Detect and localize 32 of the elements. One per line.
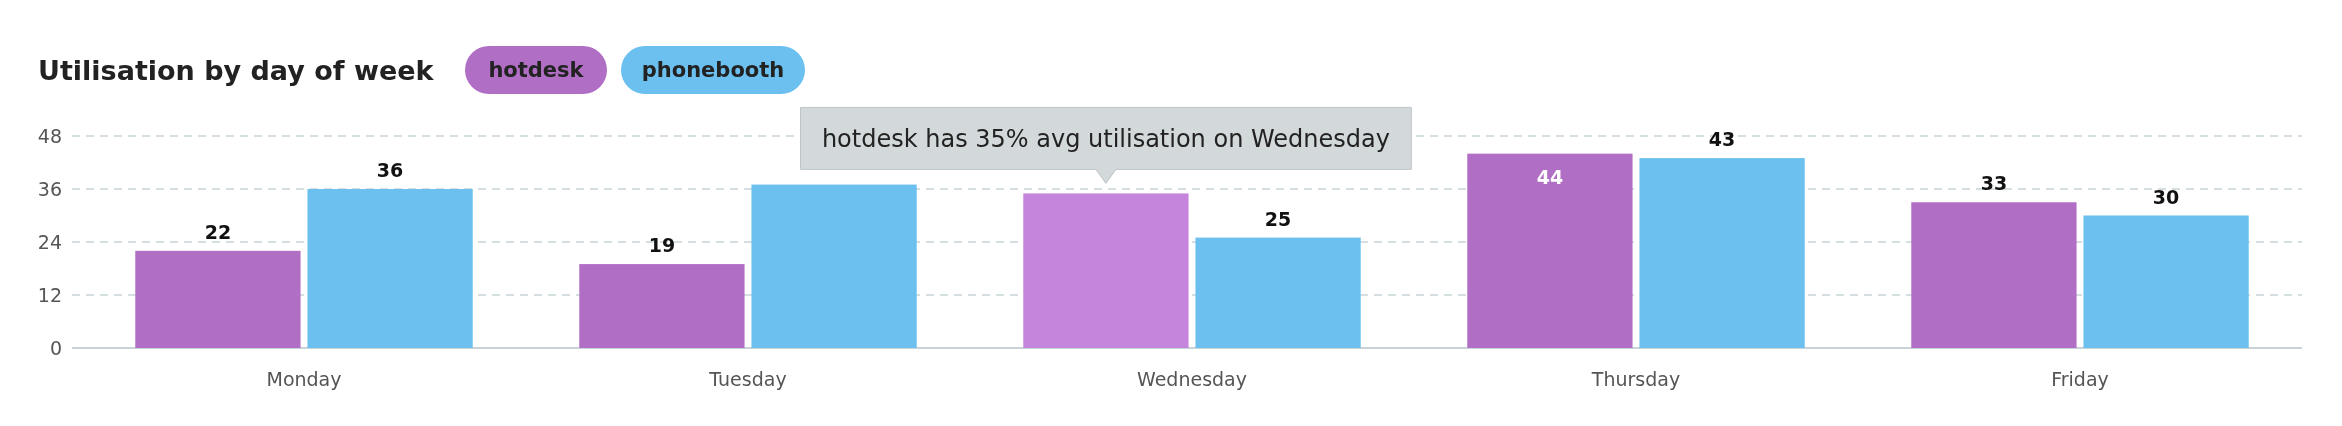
data-label: 19 xyxy=(648,234,676,257)
y-tick-label: 36 xyxy=(37,177,62,200)
x-tick-label: Monday xyxy=(266,368,342,390)
bar xyxy=(2083,215,2249,348)
y-tick-label: 12 xyxy=(37,283,62,306)
x-tick-label: Thursday xyxy=(1590,368,1681,390)
y-tick-label: 0 xyxy=(49,336,62,359)
data-label: 30 xyxy=(2152,185,2180,208)
y-tick-label: 24 xyxy=(37,230,62,253)
chart-title: Utilisation by day of week xyxy=(38,55,435,86)
x-tick-label: Friday xyxy=(2051,368,2109,390)
bar xyxy=(1911,202,2077,348)
bar xyxy=(1195,237,1361,348)
text: hotdesk xyxy=(488,58,585,82)
y-tick-label: 48 xyxy=(37,124,62,147)
bar xyxy=(1023,193,1189,348)
bar xyxy=(1467,153,1633,348)
x-tick-label: Wednesday xyxy=(1136,368,1248,390)
data-label: 43 xyxy=(1708,128,1736,151)
x-tick-label: Tuesday xyxy=(708,368,787,390)
annotation: hotdesk has 35% avg utilisation on Wednesday xyxy=(821,124,1390,153)
data-label: 36 xyxy=(376,159,404,181)
bar xyxy=(579,264,745,348)
bar xyxy=(751,184,917,348)
bar xyxy=(307,189,473,348)
data-label: 22 xyxy=(204,220,232,243)
bar xyxy=(135,250,301,348)
text: phonebooth xyxy=(641,58,785,82)
bar xyxy=(1639,158,1805,348)
data-label: 33 xyxy=(1980,172,2008,195)
data-label: 44 xyxy=(1536,165,1564,188)
data-label: 25 xyxy=(1264,207,1292,230)
